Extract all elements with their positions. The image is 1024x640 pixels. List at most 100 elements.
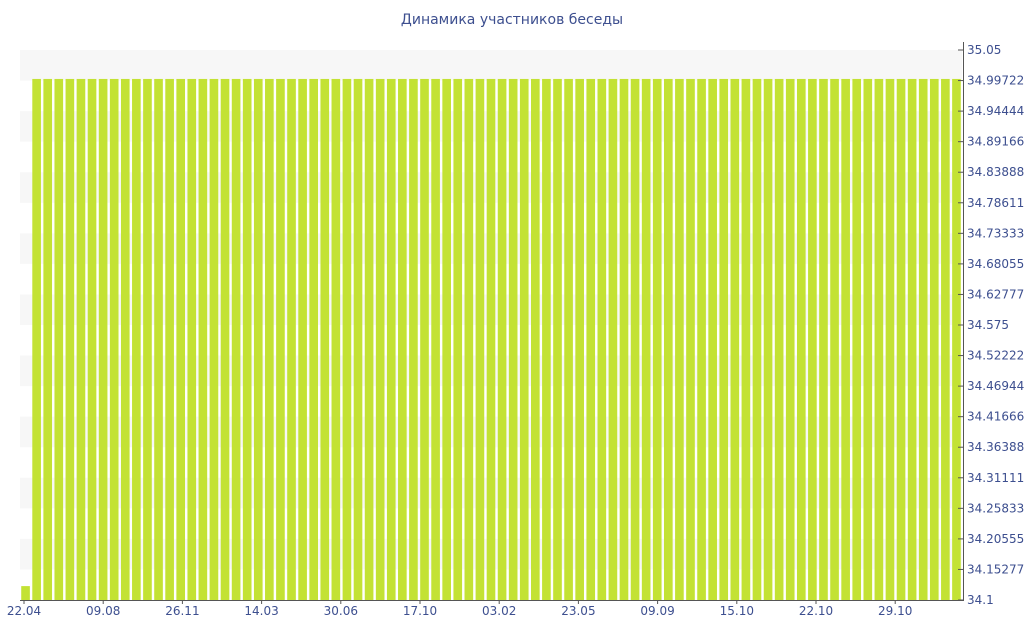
bar bbox=[298, 78, 307, 600]
bar bbox=[952, 78, 961, 600]
y-tick-label: 34.62777 bbox=[967, 287, 1024, 301]
bar bbox=[265, 78, 274, 600]
bar bbox=[165, 78, 174, 600]
bar bbox=[486, 78, 496, 600]
bar bbox=[453, 78, 463, 600]
bar bbox=[708, 78, 717, 600]
chart-title: Динамика участников беседы bbox=[400, 12, 624, 28]
x-tick-label: 17.10 bbox=[403, 604, 437, 618]
bar bbox=[697, 78, 706, 600]
bar bbox=[542, 78, 551, 600]
bar bbox=[475, 78, 485, 600]
bar bbox=[209, 78, 219, 600]
bar bbox=[320, 78, 330, 600]
bar bbox=[98, 78, 108, 600]
bar bbox=[54, 78, 64, 600]
bar bbox=[497, 78, 507, 600]
y-tick-label: 34.15277 bbox=[967, 562, 1024, 576]
bar bbox=[353, 78, 363, 600]
bar bbox=[43, 78, 53, 600]
x-tick-label: 30.06 bbox=[324, 604, 358, 618]
bar bbox=[276, 78, 285, 600]
bar bbox=[364, 78, 374, 600]
x-tick-label: 09.08 bbox=[86, 604, 120, 618]
bar bbox=[76, 78, 86, 600]
bar bbox=[464, 78, 474, 600]
x-tick-label: 23.05 bbox=[561, 604, 595, 618]
bar bbox=[32, 78, 41, 600]
bar bbox=[907, 78, 917, 600]
y-tick-label: 35.05 bbox=[967, 43, 1001, 57]
bar bbox=[154, 78, 163, 600]
y-tick-label: 34.20555 bbox=[967, 532, 1024, 546]
bar bbox=[242, 78, 252, 600]
bar bbox=[741, 78, 751, 600]
bar bbox=[386, 78, 396, 600]
bar bbox=[564, 78, 573, 600]
y-tick-label: 34.99722 bbox=[967, 74, 1024, 88]
bar bbox=[619, 78, 629, 600]
bar bbox=[630, 78, 640, 600]
bar bbox=[442, 78, 451, 600]
y-tick-label: 34.41666 bbox=[967, 410, 1024, 424]
bar bbox=[375, 78, 385, 600]
bar bbox=[65, 78, 75, 600]
y-tick-label: 34.31111 bbox=[967, 471, 1024, 485]
bar bbox=[785, 78, 795, 600]
y-tick-label: 34.1 bbox=[967, 593, 994, 607]
bar bbox=[553, 78, 562, 600]
bar bbox=[176, 78, 186, 600]
bar bbox=[885, 78, 895, 600]
y-tick-label: 34.52222 bbox=[967, 349, 1024, 363]
y-tick-label: 34.36388 bbox=[967, 440, 1024, 454]
grid-band bbox=[20, 50, 962, 81]
bar bbox=[198, 78, 208, 600]
x-tick-label: 26.11 bbox=[165, 604, 199, 618]
x-tick-label: 29.10 bbox=[878, 604, 912, 618]
bar bbox=[819, 78, 828, 600]
x-tick-label: 09.09 bbox=[640, 604, 674, 618]
y-axis: 35.05 34.99722 34.94444 34.89166 34.83888 34.… bbox=[958, 42, 1024, 607]
y-tick-label: 34.94444 bbox=[967, 104, 1024, 118]
bar bbox=[342, 78, 352, 600]
bar bbox=[608, 78, 618, 600]
bar bbox=[508, 78, 518, 600]
bar bbox=[686, 78, 695, 600]
y-tick-label: 34.73333 bbox=[967, 226, 1024, 240]
y-tick-label: 34.83888 bbox=[967, 165, 1024, 179]
x-tick-label: 15.10 bbox=[720, 604, 754, 618]
x-tick-label: 22.10 bbox=[799, 604, 833, 618]
bar bbox=[132, 78, 141, 600]
bar bbox=[531, 78, 540, 600]
y-tick-label: 34.89166 bbox=[967, 135, 1024, 149]
bar bbox=[87, 78, 97, 600]
bar bbox=[21, 586, 30, 600]
x-tick-label: 22.04 bbox=[7, 604, 41, 618]
bar bbox=[120, 78, 130, 600]
bar bbox=[896, 78, 906, 600]
bar bbox=[287, 78, 296, 600]
x-tick-label: 03.02 bbox=[482, 604, 516, 618]
bar bbox=[830, 78, 839, 600]
bar bbox=[941, 78, 950, 600]
bar bbox=[231, 78, 241, 600]
bar bbox=[586, 78, 596, 600]
bar bbox=[409, 78, 418, 600]
bar bbox=[109, 78, 119, 600]
bar-series bbox=[21, 78, 961, 600]
bar bbox=[663, 78, 673, 600]
bar bbox=[253, 78, 263, 600]
bar bbox=[874, 78, 884, 600]
bar bbox=[519, 78, 529, 600]
bar bbox=[719, 78, 729, 600]
bar bbox=[852, 78, 862, 600]
x-tick-label: 14.03 bbox=[244, 604, 278, 618]
bar bbox=[918, 78, 928, 600]
bar bbox=[929, 78, 939, 600]
bar bbox=[675, 78, 684, 600]
bar bbox=[597, 78, 607, 600]
bar bbox=[398, 78, 407, 600]
y-tick-label: 34.78611 bbox=[967, 196, 1024, 210]
bar bbox=[730, 78, 740, 600]
bar bbox=[420, 78, 429, 600]
